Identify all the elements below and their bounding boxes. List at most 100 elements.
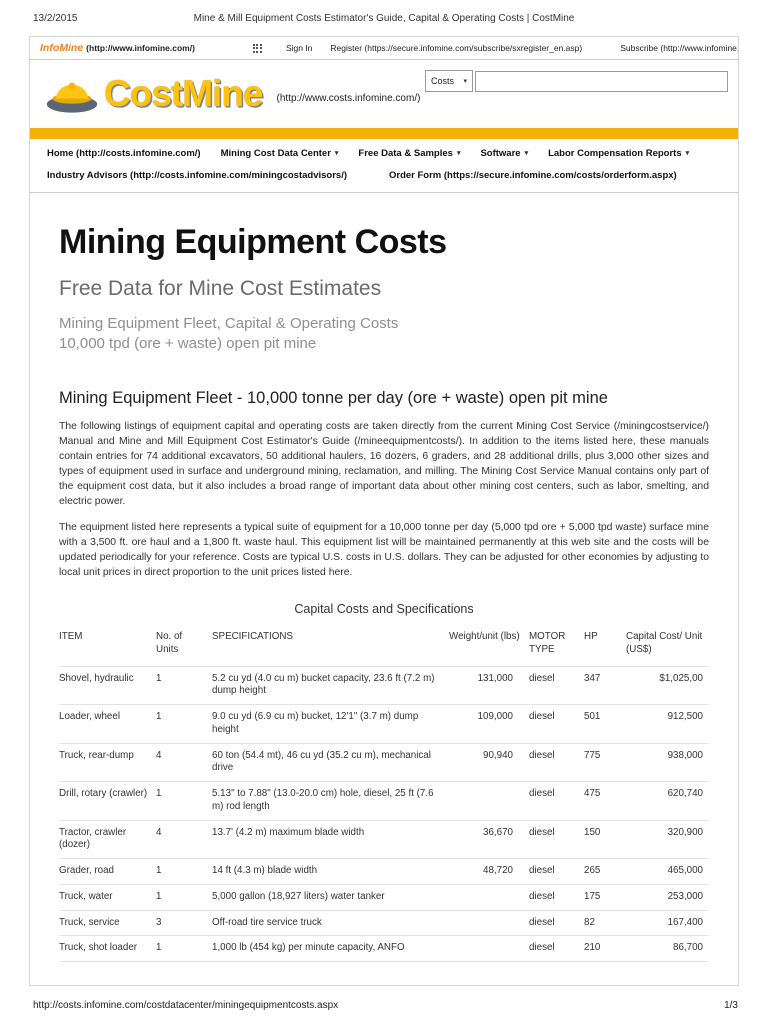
cell-specs: 9.0 cu yd (6.9 cu m) bucket, 12'1" (3.7 … <box>212 704 449 744</box>
costmine-logo-url: (http://www.costs.infomine.com/) <box>276 92 421 104</box>
chevron-down-icon: ▾ <box>463 77 467 85</box>
cell-hp: 82 <box>584 909 626 936</box>
col-header-capital-cost: Capital Cost/ Unit (US$) <box>626 631 703 656</box>
nav-item-order-form[interactable]: Order Form (https://secure.infomine.com/… <box>389 170 677 181</box>
cell-motor: diesel <box>529 858 584 885</box>
cell-item: Truck, service <box>59 909 156 936</box>
nav-item-labor-compensation-reports[interactable]: Labor Compensation Reports ▾ <box>548 148 689 159</box>
nav-item-software[interactable]: Software ▾ <box>480 148 528 159</box>
cell-cost: 167,400 <box>626 909 709 936</box>
cell-units: 1 <box>156 858 212 885</box>
cell-item: Truck, water <box>59 883 156 911</box>
main-navigation: Home (http://costs.infomine.com/) Mining… <box>30 139 738 193</box>
cell-units: 1 <box>156 883 212 911</box>
sign-in-link[interactable]: Sign In <box>285 43 313 53</box>
table-row: Grader, road 1 14 ft (4.3 m) blade width… <box>59 858 709 885</box>
article-content: Mining Equipment Costs Free Data for Min… <box>30 193 738 985</box>
cell-units: 4 <box>156 819 212 859</box>
cell-units: 1 <box>156 935 212 963</box>
print-footer-url: http://costs.infomine.com/costdatacenter… <box>33 1000 339 1011</box>
cell-item: Drill, rotary (crawler) <box>59 781 156 821</box>
cell-weight <box>449 781 529 821</box>
cell-weight <box>449 935 529 963</box>
search-scope-dropdown[interactable]: Costs ▾ <box>425 70 473 92</box>
chevron-down-icon: ▾ <box>685 150 690 157</box>
page-tagline: Mining Equipment Fleet, Capital & Operat… <box>59 314 709 355</box>
cell-hp: 347 <box>584 665 626 705</box>
cell-motor: diesel <box>529 665 584 705</box>
nav-row-primary: Home (http://costs.infomine.com/) Mining… <box>47 148 738 159</box>
print-footer: http://costs.infomine.com/costdatacenter… <box>33 1000 738 1011</box>
intro-paragraph-2: The equipment listed here represents a t… <box>59 521 709 579</box>
cell-item: Grader, road <box>59 858 156 885</box>
cell-weight: 90,940 <box>449 742 529 782</box>
nav-item-mining-cost-data-center[interactable]: Mining Cost Data Center ▾ <box>221 148 339 159</box>
cell-hp: 775 <box>584 742 626 782</box>
cell-hp: 265 <box>584 858 626 885</box>
cell-hp: 501 <box>584 704 626 744</box>
cell-item: Truck, rear-dump <box>59 742 156 782</box>
cell-units: 1 <box>156 704 212 744</box>
nav-item-home[interactable]: Home (http://costs.infomine.com/) <box>47 148 201 159</box>
cell-specs: 1,000 lb (454 kg) per minute capacity, A… <box>212 935 449 963</box>
cell-specs: 5,000 gallon (18,927 liters) water tanke… <box>212 883 449 911</box>
table-row: Loader, wheel 1 9.0 cu yd (6.9 cu m) buc… <box>59 704 709 744</box>
subscribe-link[interactable]: Subscribe (http://www.infomine.com/subsc… <box>620 43 738 53</box>
cell-motor: diesel <box>529 781 584 821</box>
search-widget: Costs ▾ <box>425 70 728 92</box>
table-row: Truck, service 3 Off-road tire service t… <box>59 909 709 936</box>
nav-item-industry-advisors[interactable]: Industry Advisors (http://costs.infomine… <box>47 170 347 181</box>
chevron-down-icon: ▾ <box>334 150 339 157</box>
nav-row-secondary: Industry Advisors (http://costs.infomine… <box>47 170 738 181</box>
register-link[interactable]: Register (https://secure.infomine.com/su… <box>330 43 583 53</box>
cell-cost: 320,900 <box>626 819 709 859</box>
nav-item-label: Labor Compensation Reports <box>548 148 682 159</box>
cell-cost: 912,500 <box>626 704 709 744</box>
cell-item: Truck, shot loader <box>59 935 156 963</box>
nav-item-label: Mining Cost Data Center <box>220 148 331 159</box>
cell-motor: diesel <box>529 935 584 963</box>
col-header-units: No. of Units <box>156 631 183 656</box>
nav-item-label: Order Form (https://secure.infomine.com/… <box>389 170 677 181</box>
cell-cost: 253,000 <box>626 883 709 911</box>
table-row: Shovel, hydraulic 1 5.2 cu yd (4.0 cu m)… <box>59 665 709 705</box>
cell-weight <box>449 883 529 911</box>
cell-cost: 620,740 <box>626 781 709 821</box>
nav-item-label: Free Data & Samples <box>358 148 453 159</box>
table-row: Truck, shot loader 1 1,000 lb (454 kg) p… <box>59 935 709 963</box>
cell-cost: 86,700 <box>626 935 709 963</box>
cell-specs: 5.2 cu yd (4.0 cu m) bucket capacity, 23… <box>212 665 449 705</box>
table-row: Drill, rotary (crawler) 1 5.13" to 7.88"… <box>59 781 709 821</box>
cell-units: 1 <box>156 665 212 705</box>
nav-item-label: Industry Advisors (http://costs.infomine… <box>47 170 347 181</box>
cell-item: Shovel, hydraulic <box>59 665 156 705</box>
cell-item: Loader, wheel <box>59 704 156 744</box>
costmine-logo[interactable]: CostMine <box>104 73 263 114</box>
print-page-title: Mine & Mill Equipment Costs Estimator's … <box>193 13 575 24</box>
cell-hp: 175 <box>584 883 626 911</box>
cell-units: 1 <box>156 781 212 821</box>
table-header: ITEM No. of Units SPECIFICATIONS Weight/… <box>59 628 709 666</box>
search-input[interactable] <box>475 71 728 92</box>
intro-paragraph-1: The following listings of equipment capi… <box>59 420 709 507</box>
search-scope-label: Costs <box>431 76 455 86</box>
capital-costs-table-title: Capital Costs and Specifications <box>294 602 474 617</box>
infomine-logo-url: (http://www.infomine.com/) <box>86 43 195 53</box>
nav-item-free-data-samples[interactable]: Free Data & Samples ▾ <box>358 148 460 159</box>
apps-grid-icon[interactable] <box>252 43 262 53</box>
document-sheet: InfoMine (http://www.infomine.com/) Sign… <box>29 36 739 986</box>
cell-weight: 36,670 <box>449 819 529 859</box>
cell-specs: 13.7' (4.2 m) maximum blade width <box>212 819 449 859</box>
infomine-utility-bar: InfoMine (http://www.infomine.com/) Sign… <box>30 37 738 60</box>
chevron-down-icon: ▾ <box>456 150 461 157</box>
infomine-logo[interactable]: InfoMine <box>40 42 84 54</box>
table-row: Truck, rear-dump 4 60 ton (54.4 mt), 46 … <box>59 742 709 782</box>
cell-weight: 48,720 <box>449 858 529 885</box>
cell-motor: diesel <box>529 742 584 782</box>
col-header-hp: HP <box>584 631 598 643</box>
cell-specs: 5.13" to 7.88" (13.0-20.0 cm) hole, dies… <box>212 781 449 821</box>
table-row: Tractor, crawler (dozer) 4 13.7' (4.2 m)… <box>59 819 709 859</box>
cell-cost: $1,025,00 <box>626 665 709 705</box>
col-header-motor-type: MOTOR TYPE <box>529 631 566 656</box>
